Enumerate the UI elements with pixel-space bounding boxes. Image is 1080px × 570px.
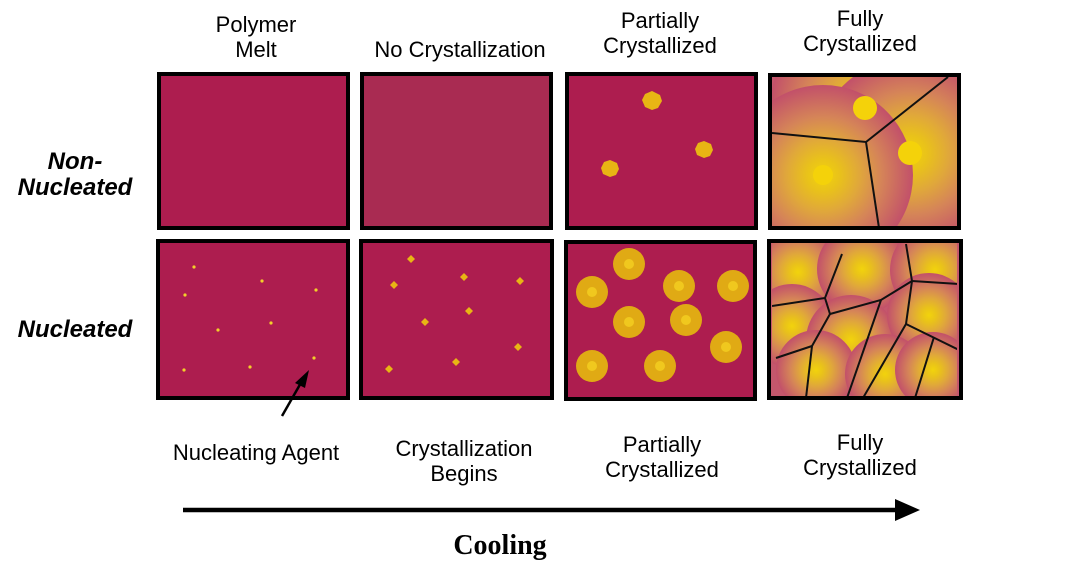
label-partially-crystallized-bottom: Partially Crystallized [605,432,719,482]
panel-partial-non-nucleated [565,72,758,230]
header-partially-crystallized: Partially Crystallized [603,8,717,58]
panel-melt-non-nucleated [157,72,350,230]
cooling-label: Cooling [453,530,547,561]
spherulites-partial-non-nucleated [601,91,713,177]
spherulites-partial-nucleated [576,248,749,382]
header-polymer-melt: Polymer Melt [215,12,297,62]
label-crystallization-begins: Crystallization Begins [395,436,533,486]
header-no-crystallization: No Crystallization [374,37,546,62]
panel-melt-nucleated [156,239,350,400]
spherulites-full-non-nucleated [772,77,957,226]
row-label-non-nucleated: Non- Nucleated [17,148,133,201]
panel-crystallization-begins [359,239,554,400]
crystal-nuclei [385,255,524,373]
row-label-nucleated: Nucleated [17,316,133,343]
label-fully-crystallized-bottom: Fully Crystallized [803,430,917,480]
nucleating-agent-pointer-arrow [280,370,309,417]
panel-no-crystallization-non-nucleated [360,72,553,230]
cooling-arrow [183,499,920,521]
spherulites-full-nucleated [772,243,957,396]
nucleating-agent-dots [182,265,318,372]
header-fully-crystallized: Fully Crystallized [803,6,917,56]
label-nucleating-agent: Nucleating Agent [172,440,340,465]
